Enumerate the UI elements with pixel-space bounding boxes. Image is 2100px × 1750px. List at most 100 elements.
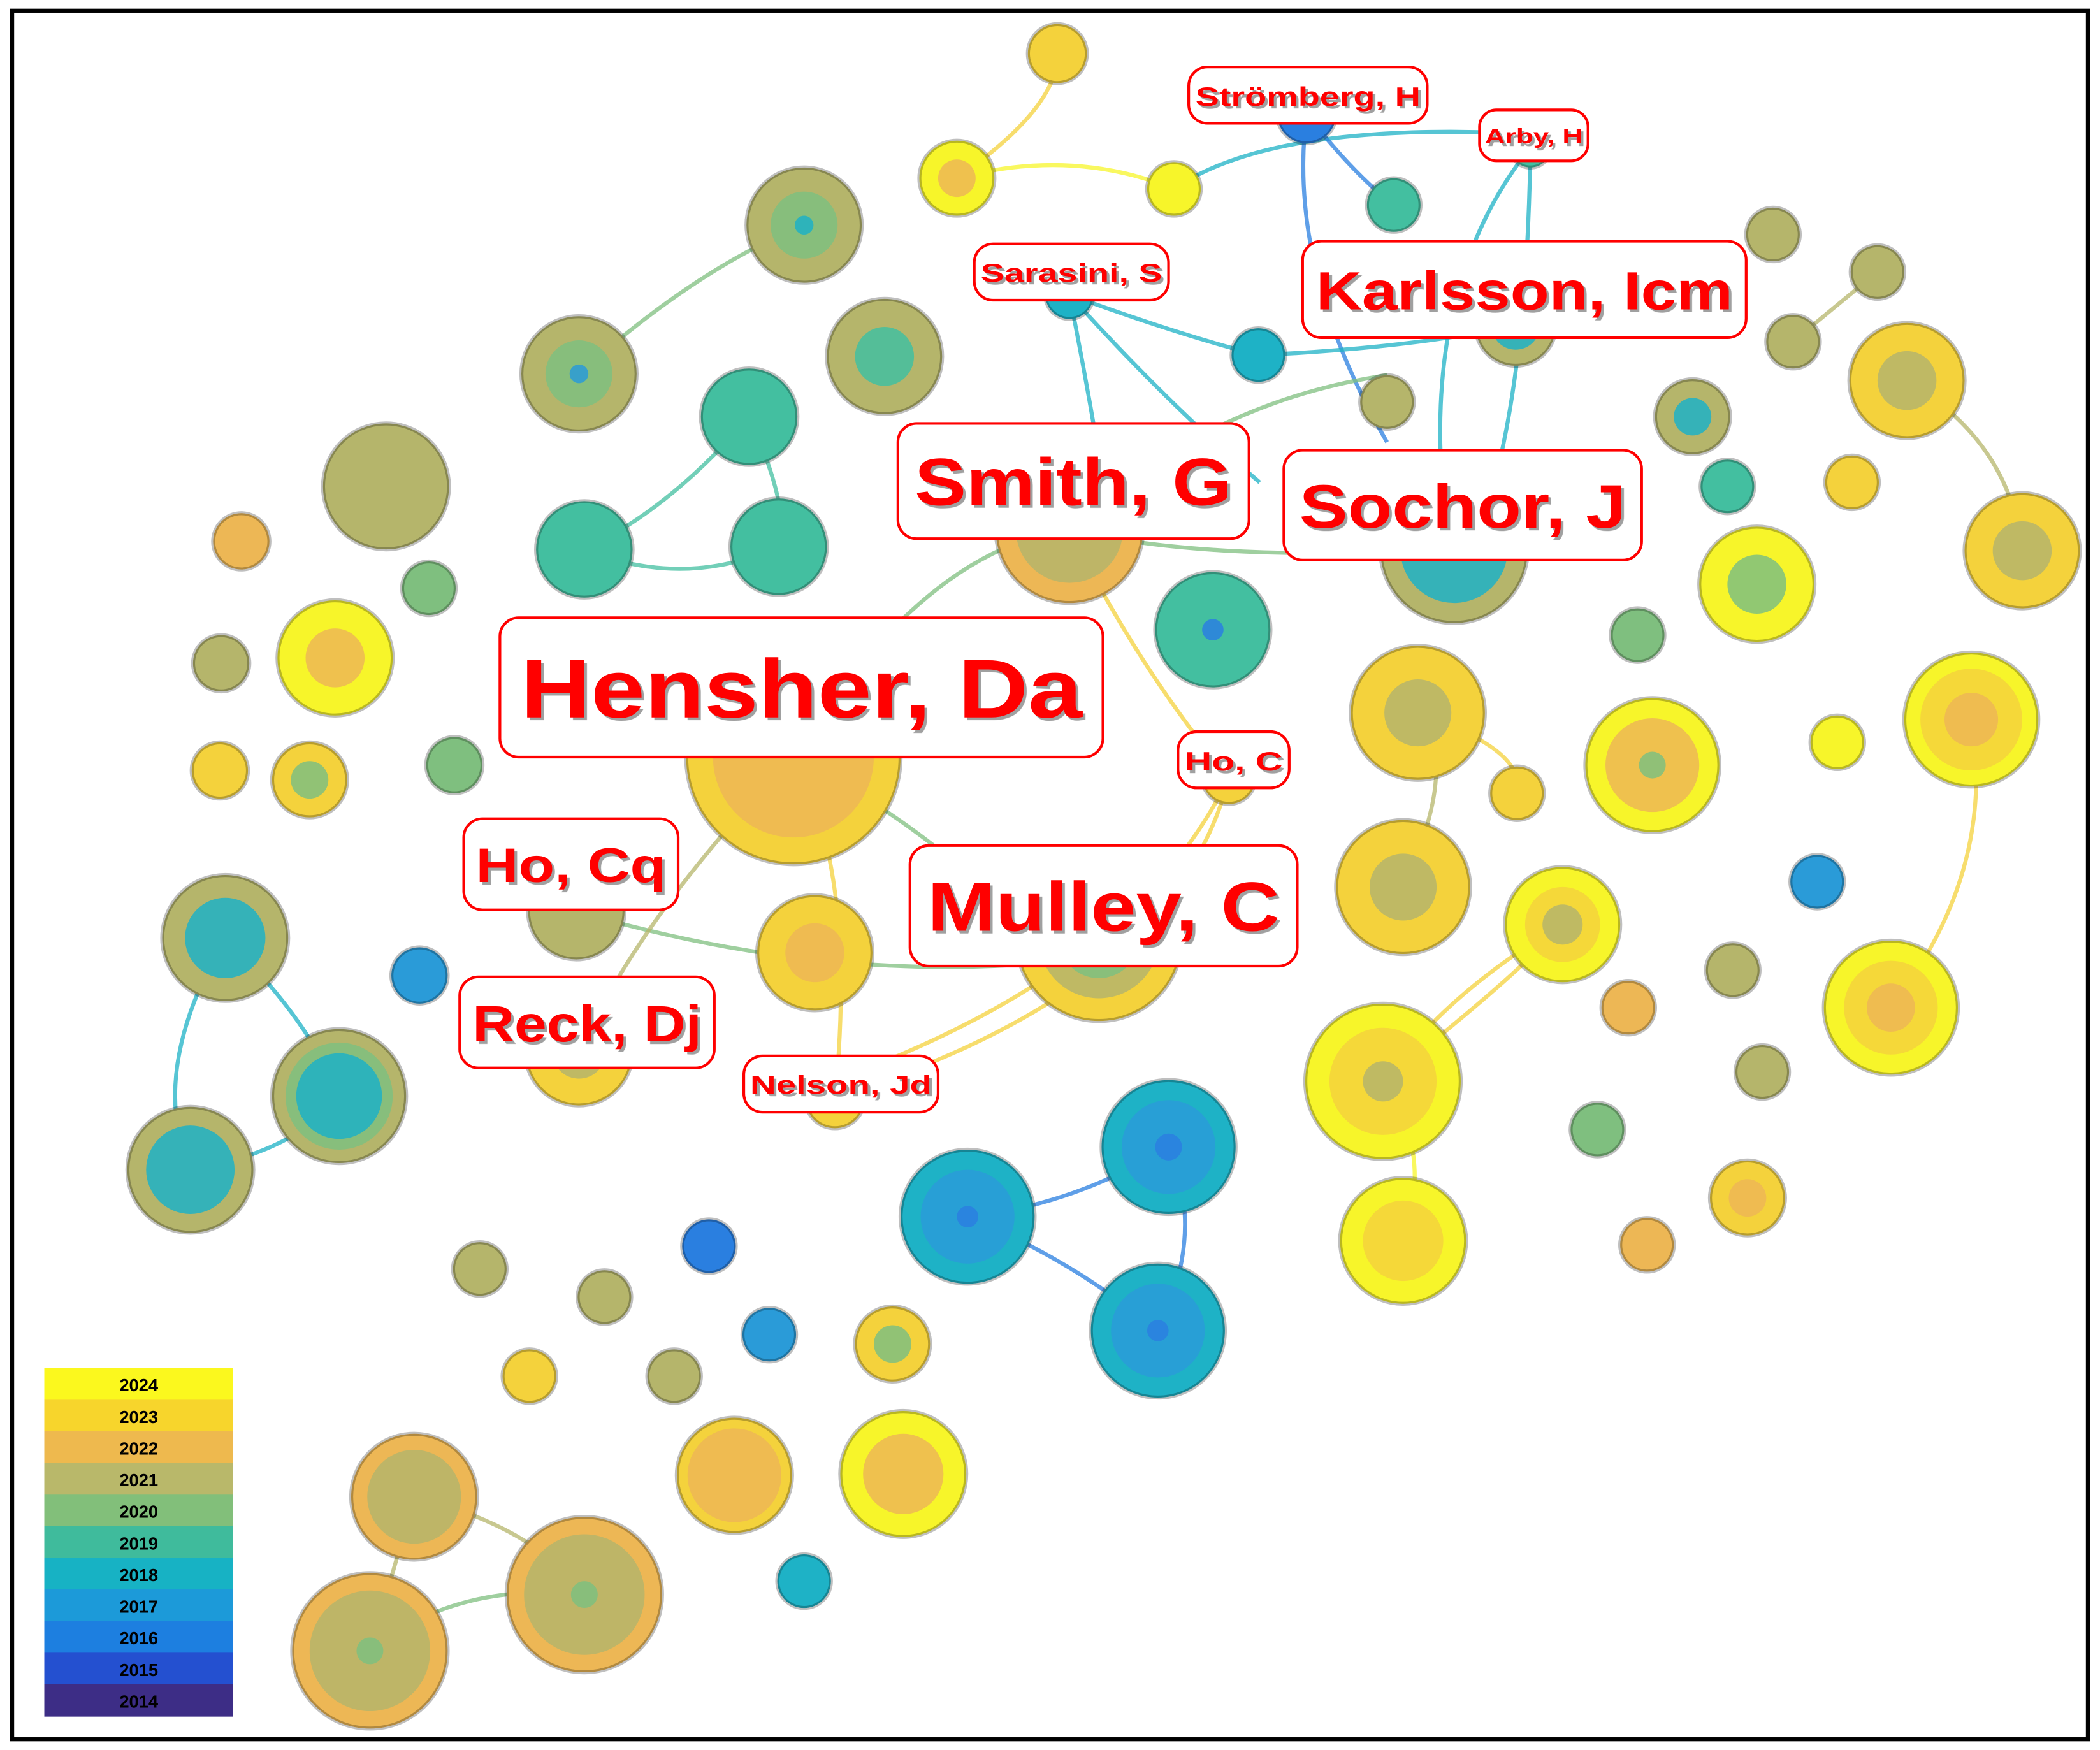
legend-year: 2014 bbox=[119, 1691, 159, 1711]
node bbox=[576, 1268, 634, 1326]
node bbox=[424, 735, 485, 795]
label-box bbox=[462, 817, 680, 911]
node-ring bbox=[855, 327, 915, 386]
node-ring bbox=[1944, 693, 1999, 747]
legend: 2024 2023 2022 2021 2020 2019 2018 2017 2016 2015… bbox=[44, 1368, 233, 1717]
legend-swatch bbox=[44, 1652, 233, 1686]
node bbox=[1764, 312, 1822, 371]
node bbox=[699, 366, 800, 467]
node bbox=[645, 1347, 703, 1405]
node-ring bbox=[1155, 1133, 1182, 1161]
legend-swatch bbox=[44, 1526, 233, 1559]
node-ring bbox=[356, 1637, 384, 1665]
node bbox=[1733, 1043, 1792, 1101]
node-ring bbox=[146, 1125, 235, 1214]
node bbox=[1618, 1216, 1676, 1274]
node bbox=[728, 496, 829, 597]
node bbox=[211, 511, 272, 572]
label-box bbox=[1177, 730, 1291, 790]
legend-swatch bbox=[44, 1589, 233, 1622]
node bbox=[1358, 373, 1416, 431]
node-ring bbox=[1674, 398, 1712, 436]
legend-year: 2019 bbox=[119, 1533, 158, 1553]
node-ring bbox=[291, 761, 329, 799]
node-ring bbox=[794, 215, 814, 235]
legend-swatch bbox=[44, 1494, 233, 1527]
legend-year: 2018 bbox=[119, 1565, 158, 1585]
author-label: Sochor, J bbox=[1300, 472, 1626, 541]
node bbox=[1488, 764, 1546, 822]
node-ring bbox=[938, 159, 976, 198]
node-ring bbox=[1147, 1320, 1169, 1341]
node bbox=[1704, 941, 1762, 999]
label-box bbox=[1282, 449, 1643, 561]
author-label: Mulley, C bbox=[927, 868, 1280, 946]
node bbox=[1823, 453, 1881, 512]
legend-swatch bbox=[44, 1684, 233, 1717]
node-ring bbox=[1877, 351, 1937, 410]
node bbox=[400, 559, 458, 618]
label-box bbox=[1301, 240, 1748, 339]
author-label: Strömberg, H bbox=[1196, 82, 1421, 112]
node bbox=[1145, 160, 1203, 218]
node-ring bbox=[1992, 521, 2052, 581]
node bbox=[1698, 458, 1756, 516]
node bbox=[389, 945, 450, 1006]
node-ring bbox=[1727, 554, 1786, 614]
node-ring bbox=[687, 1428, 781, 1522]
node bbox=[1599, 978, 1657, 1037]
author-label: Karlsson, Icm bbox=[1316, 261, 1733, 321]
node-ring bbox=[874, 1325, 911, 1363]
legend-swatch bbox=[44, 1463, 233, 1496]
node bbox=[321, 421, 451, 552]
legend-swatch bbox=[44, 1368, 233, 1401]
label-box bbox=[458, 975, 716, 1069]
label-box bbox=[742, 1054, 940, 1114]
node bbox=[191, 633, 252, 694]
labels: Strömberg, H Arby, H Sarasini, S Karlsson, … bbox=[458, 66, 1748, 1114]
node-ring bbox=[569, 364, 589, 384]
author-label: Sarasini, S bbox=[981, 259, 1162, 287]
label-box bbox=[908, 844, 1299, 968]
author-label: Smith, G bbox=[915, 445, 1232, 519]
author-label: Hensher, Da bbox=[521, 642, 1083, 735]
legend-swatch bbox=[44, 1621, 233, 1654]
node-ring bbox=[305, 628, 365, 688]
node bbox=[1025, 22, 1089, 85]
label-box bbox=[896, 422, 1250, 540]
node bbox=[775, 1552, 833, 1610]
node bbox=[189, 740, 250, 801]
node bbox=[1568, 1101, 1626, 1159]
node-ring bbox=[1639, 751, 1666, 779]
legend-year: 2015 bbox=[119, 1660, 158, 1680]
node bbox=[1744, 205, 1802, 264]
node bbox=[1808, 713, 1866, 772]
node-ring bbox=[367, 1450, 461, 1544]
legend-year: 2022 bbox=[119, 1438, 158, 1458]
node bbox=[500, 1347, 558, 1405]
node bbox=[1609, 606, 1667, 664]
node-ring bbox=[1369, 853, 1437, 921]
node-ring bbox=[1202, 619, 1224, 641]
legend-swatch bbox=[44, 1431, 233, 1464]
node bbox=[740, 1305, 799, 1364]
legend-year: 2023 bbox=[119, 1407, 158, 1427]
legend-swatch bbox=[44, 1558, 233, 1591]
node bbox=[1848, 243, 1907, 301]
legend-year: 2021 bbox=[119, 1470, 158, 1490]
frame bbox=[10, 8, 2090, 1742]
author-label: Reck, Dj bbox=[472, 995, 702, 1052]
node-ring bbox=[1728, 1179, 1767, 1217]
label-box bbox=[498, 616, 1104, 759]
legend-year: 2017 bbox=[119, 1597, 158, 1617]
node-ring bbox=[785, 923, 844, 983]
node-ring bbox=[863, 1433, 944, 1514]
node-ring bbox=[570, 1581, 598, 1609]
author-label: Nelson, Jd bbox=[750, 1071, 932, 1099]
node bbox=[533, 499, 635, 600]
legend-year: 2016 bbox=[119, 1628, 158, 1648]
node bbox=[451, 1240, 509, 1298]
node-ring bbox=[1384, 679, 1452, 747]
